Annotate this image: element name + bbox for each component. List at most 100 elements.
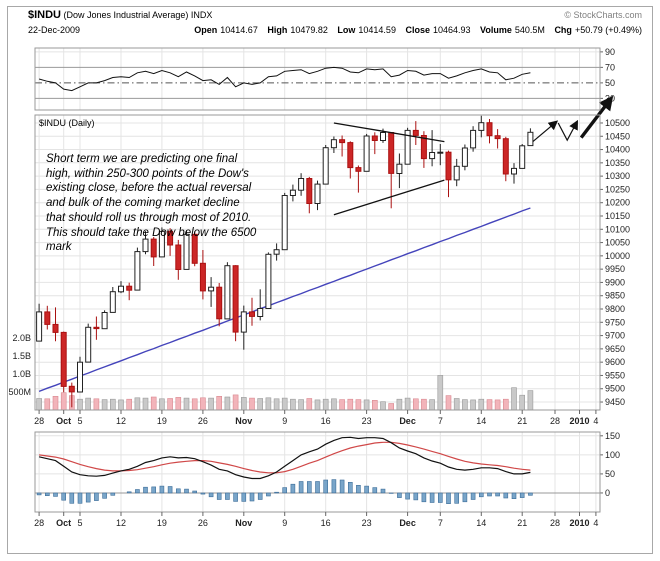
candle-body [199, 262, 206, 292]
candle-body [420, 135, 427, 160]
volume-bar [380, 401, 386, 411]
axis-label: 14 [476, 416, 486, 426]
axis-label: Dec [399, 518, 416, 528]
axis-label: 100 [605, 450, 620, 460]
volume-bar [265, 397, 272, 411]
open-label: Open [194, 25, 218, 35]
candle-body [109, 291, 116, 313]
axis-label: 9600 [605, 357, 625, 367]
macd-histogram-bar [77, 492, 83, 504]
stock-chart: 907050302.0B1.5B1.0B500M1050010450104001… [8, 47, 630, 528]
candle-body [216, 286, 223, 320]
axis-label: 0 [605, 488, 610, 498]
candle-body [355, 167, 362, 172]
x-axis: 28 28 Oct Oct 5 5 12 12 19 19 26 26 Nov Nov 9 9 16 16 23 23… [34, 410, 598, 528]
candle-body [502, 138, 509, 175]
candle-body [224, 265, 231, 320]
candle-body [437, 151, 444, 154]
ma50-line [38, 207, 531, 393]
main-panel-label: $INDU (Daily) [39, 118, 95, 128]
axis-label: 2010 [570, 518, 590, 528]
macd-histogram-bar [266, 492, 271, 497]
axis-label: 26 [198, 518, 208, 528]
macd-histogram-bar [454, 492, 460, 504]
macd-histogram-bar [184, 488, 189, 494]
candle-body [118, 285, 124, 293]
axis-label: 9850 [605, 291, 625, 301]
volume-bar [404, 397, 411, 411]
volume-bar [519, 394, 526, 411]
volume-bar [478, 398, 485, 411]
candle-body [330, 139, 337, 149]
candle-body [339, 139, 346, 144]
macd-histogram-bar [413, 492, 419, 501]
macd-histogram-bar [249, 492, 255, 502]
axis-label: Dec [399, 416, 416, 426]
macd-histogram-bar [85, 492, 91, 503]
axis-label: 28 [34, 518, 44, 528]
candles [36, 115, 534, 408]
axis-label: 7 [438, 518, 443, 528]
volume-bar [224, 396, 231, 411]
macd-histogram-bar [372, 487, 378, 494]
volume-bar [257, 398, 264, 411]
axis-label: 19 [157, 416, 167, 426]
volume-bar [527, 390, 534, 411]
candle-body [396, 163, 403, 174]
chg-value: +50.79 (+0.49%) [574, 25, 642, 35]
panel-border [34, 114, 601, 411]
macd-histogram-bar [462, 492, 468, 503]
macd-histogram-bar [339, 479, 345, 494]
candle-body [322, 147, 329, 185]
volume-bar [208, 397, 214, 411]
axis-label: 23 [362, 518, 372, 528]
axis-label: 500M [8, 387, 31, 397]
macd-histogram-bar [421, 492, 427, 503]
volume-bar [421, 398, 427, 411]
trendline [333, 122, 445, 143]
macd-histogram-bar [380, 488, 386, 494]
axis-label: Oct [56, 416, 71, 426]
candle-body [85, 326, 92, 363]
volume-bar [371, 399, 378, 411]
volume-bar [502, 398, 509, 411]
macd-histogram-bar [478, 492, 484, 498]
axis-label: 9750 [605, 317, 625, 327]
macd-histogram-bar [102, 492, 107, 499]
macd-histogram-bar [511, 492, 517, 499]
volume-bar [77, 398, 83, 411]
axis-label: 4 [593, 518, 598, 528]
macd-histogram-bar [192, 490, 197, 494]
volume-bar [175, 397, 182, 411]
candle-body [371, 135, 378, 141]
projection-arrow-bold [579, 95, 614, 139]
macd-histogram-bar [519, 492, 525, 498]
volume-bar [150, 396, 157, 411]
volume-bar [126, 398, 132, 411]
candle-body [77, 361, 83, 393]
macd-histogram-bar [110, 492, 116, 496]
macd-histogram-bar [241, 492, 247, 502]
high-label: High [267, 25, 288, 35]
volume-bar [241, 397, 247, 411]
candle-body [249, 311, 255, 317]
quote-line: Open 10414.67 High 10479.82 Low 10414.59 Cl… [187, 25, 642, 35]
axis-label: 7 [438, 416, 443, 426]
volume-bar [191, 398, 198, 411]
axis-label: 16 [321, 416, 331, 426]
volume-bar [306, 398, 313, 411]
axis-label: 10300 [605, 171, 630, 181]
axis-label: 2.0B [12, 333, 31, 343]
axis-label: 9900 [605, 277, 625, 287]
candle-body [44, 311, 51, 325]
macd-histogram-bar [200, 492, 206, 495]
candle-body [36, 311, 43, 342]
macd-histogram-bar [61, 492, 67, 501]
volume-bar [511, 387, 517, 411]
axis-label: 9800 [605, 304, 625, 314]
volume-bar [462, 399, 468, 411]
volume-bar [322, 398, 329, 411]
volume-value: 540.5M [514, 25, 545, 35]
axis-label: 90 [605, 47, 615, 57]
axis-label: 9550 [605, 370, 625, 380]
